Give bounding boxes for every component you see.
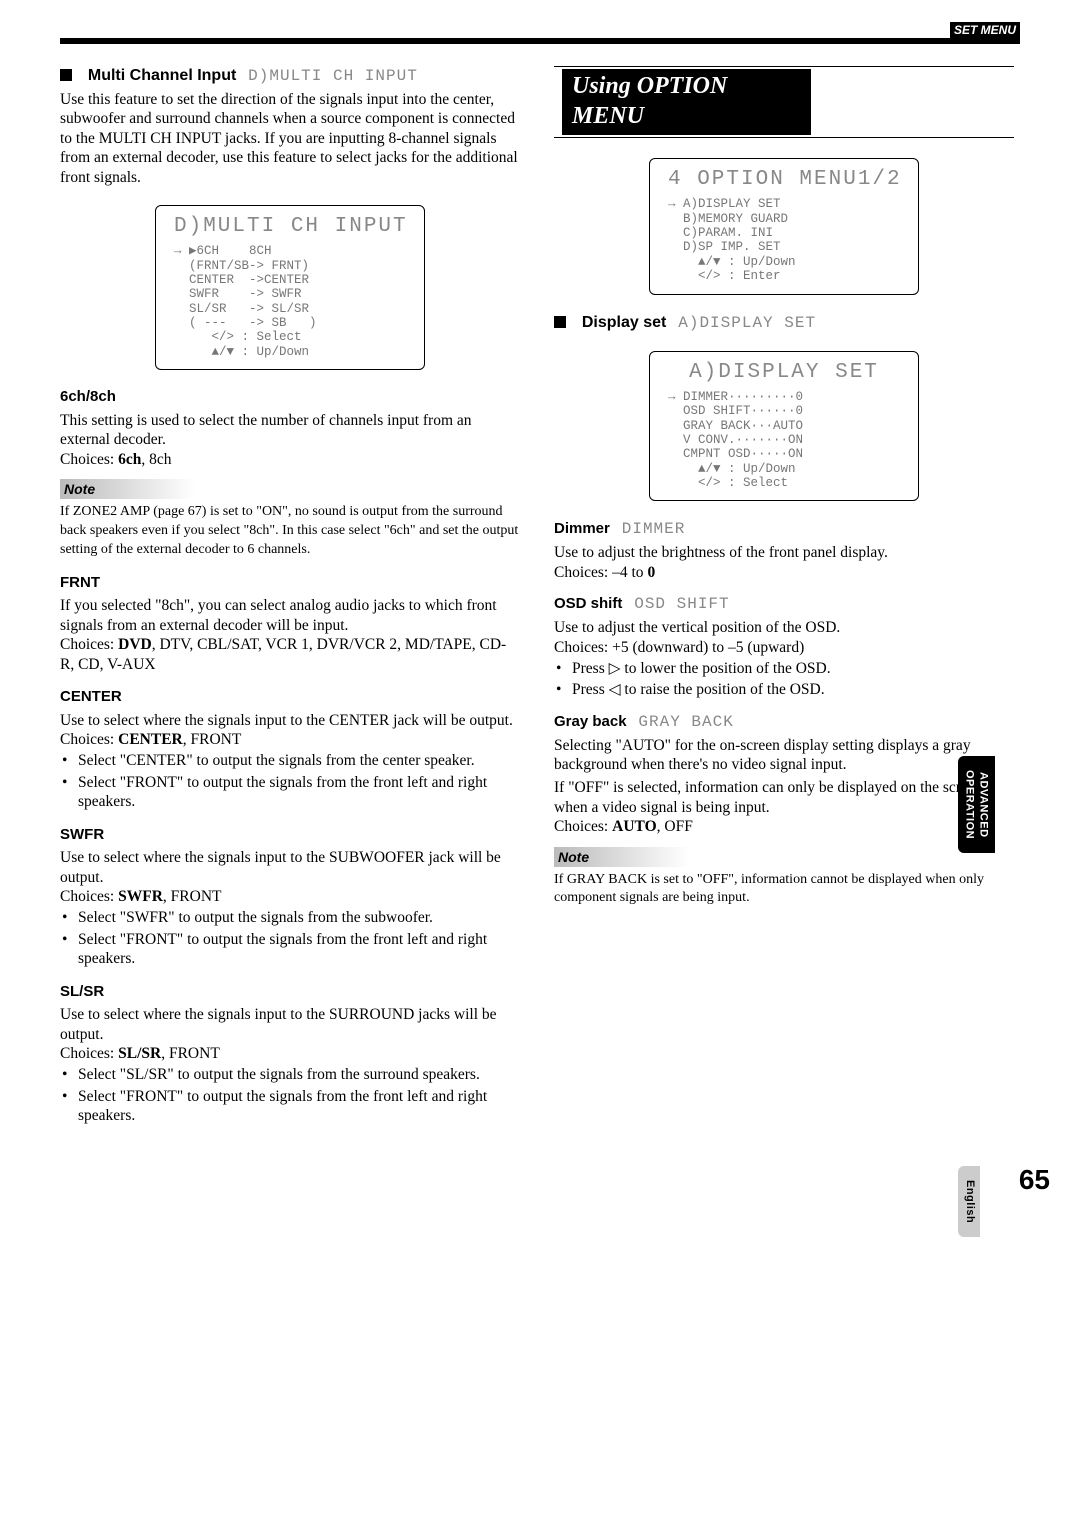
right-column: Using OPTION MENU 4 OPTION MENU1/2 → A)D… (554, 66, 1014, 1128)
6ch-choices-prefix: Choices: (60, 451, 118, 468)
top-divider: SET MENU (60, 38, 1020, 44)
note-text-1: If ZONE2 AMP (page 67) is set to "ON", n… (60, 503, 520, 560)
slsr-choices-bold: SL/SR (118, 1045, 161, 1062)
osdshift-osd: OSD SHIFT (634, 595, 729, 613)
center-choices-rest: , FRONT (183, 731, 242, 748)
grayback-body2: If "OFF" is selected, information can on… (554, 778, 1014, 817)
grayback-choices-bold: AUTO (612, 818, 657, 835)
lcd-display-body: → DIMMER·········0 OSD SHIFT······0 GRAY… (668, 390, 900, 491)
side-tabs: ADVANCED OPERATION (958, 756, 1014, 869)
6ch-choices-bold: 6ch (118, 451, 141, 468)
osdshift-b2: Press ◁ to raise the position of the OSD… (554, 680, 1014, 699)
6ch-body: This setting is used to select the numbe… (60, 411, 520, 450)
dimmer-body: Use to adjust the brightness of the fron… (554, 543, 1014, 562)
display-set-title: Display set (582, 314, 666, 331)
osdshift-choices: Choices: +5 (downward) to –5 (upward) (554, 638, 1014, 657)
center-choices-bold: CENTER (118, 731, 183, 748)
slsr-head: SL/SR (60, 983, 520, 1002)
dimmer-osd: DIMMER (622, 520, 686, 538)
6ch-head: 6ch/8ch (60, 388, 520, 407)
multi-intro: Use this feature to set the direction of… (60, 90, 520, 187)
note-tag-2: Note (554, 847, 689, 867)
grayback-head: Gray back (554, 713, 627, 730)
swfr-choices-bold: SWFR (118, 888, 163, 905)
page-number: 65 (60, 1162, 1050, 1197)
multi-channel-section: Multi Channel Input D)MULTI CH INPUT Use… (60, 66, 520, 370)
frnt-choices: Choices: DVD, DTV, CBL/SAT, VCR 1, DVR/V… (60, 635, 520, 674)
multi-title: Multi Channel Input (88, 67, 236, 84)
display-set-section: Display set A)DISPLAY SET (554, 313, 1014, 333)
grayback-choices-prefix: Choices: (554, 818, 612, 835)
swfr-b2: Select "FRONT" to output the signals fro… (60, 930, 520, 969)
grayback-body1: Selecting "AUTO" for the on-screen displ… (554, 736, 1014, 775)
slsr-b2: Select "FRONT" to output the signals fro… (60, 1087, 520, 1126)
lcd-display-title: A)DISPLAY SET (668, 360, 900, 386)
slsr-choices-prefix: Choices: (60, 1045, 118, 1062)
lcd-display: A)DISPLAY SET → DIMMER·········0 OSD SHI… (649, 351, 919, 502)
tab-english: English (958, 1166, 980, 1237)
tab-advanced-l2: OPERATION (963, 770, 975, 839)
osdshift-b1: Press ▷ to lower the position of the OSD… (554, 659, 1014, 678)
tab-advanced-l1: ADVANCED (978, 772, 990, 838)
frnt-head: FRNT (60, 574, 520, 593)
center-b1: Select "CENTER" to output the signals fr… (60, 751, 520, 770)
multi-osd: D)MULTI CH INPUT (248, 67, 418, 85)
slsr-choices: Choices: SL/SR, FRONT (60, 1044, 520, 1063)
option-menu-head-wrap: Using OPTION MENU (554, 66, 1014, 138)
swfr-choices: Choices: SWFR, FRONT (60, 887, 520, 906)
lcd-multi-title: D)MULTI CH INPUT (174, 214, 406, 240)
osdshift-bullets: Press ▷ to lower the position of the OSD… (554, 659, 1014, 700)
lcd-option: 4 OPTION MENU1/2 → A)DISPLAY SET B)MEMOR… (649, 158, 919, 295)
osdshift-body: Use to adjust the vertical position of t… (554, 618, 1014, 637)
square-bullet-icon (60, 69, 72, 81)
center-body: Use to select where the signals input to… (60, 711, 520, 730)
osdshift-head: OSD shift (554, 595, 622, 612)
dimmer-row: Dimmer DIMMER (554, 519, 1014, 539)
lcd-option-title: 4 OPTION MENU1/2 (668, 167, 900, 193)
note-tag-1: Note (60, 479, 195, 499)
square-bullet-icon (554, 316, 566, 328)
slsr-body: Use to select where the signals input to… (60, 1005, 520, 1044)
frnt-choices-bold: DVD (118, 636, 152, 653)
lcd-option-body: → A)DISPLAY SET B)MEMORY GUARD C)PARAM. … (668, 197, 900, 283)
grayback-choices-rest: , OFF (657, 818, 693, 835)
slsr-choices-rest: , FRONT (161, 1045, 220, 1062)
tab-advanced: ADVANCED OPERATION (958, 756, 995, 853)
osdshift-row: OSD shift OSD SHIFT (554, 594, 1014, 614)
center-head: CENTER (60, 688, 520, 707)
display-set-osd: A)DISPLAY SET (678, 314, 816, 332)
slsr-bullets: Select "SL/SR" to output the signals fro… (60, 1065, 520, 1125)
center-b2: Select "FRONT" to output the signals fro… (60, 773, 520, 812)
dimmer-choices: Choices: –4 to 0 (554, 563, 1014, 582)
grayback-choices: Choices: AUTO, OFF (554, 817, 1014, 836)
left-column: Multi Channel Input D)MULTI CH INPUT Use… (60, 66, 520, 1128)
option-menu-head: Using OPTION MENU (562, 69, 811, 135)
frnt-choices-prefix: Choices: (60, 636, 118, 653)
dimmer-head: Dimmer (554, 520, 610, 537)
swfr-body: Use to select where the signals input to… (60, 848, 520, 887)
note-text-2: If GRAY BACK is set to "OFF", informatio… (554, 871, 1014, 909)
dimmer-choices-prefix: Choices: –4 to (554, 564, 647, 581)
6ch-choices-rest: , 8ch (141, 451, 171, 468)
lcd-multi-body: → ▶6CH 8CH (FRNT/SB-> FRNT) CENTER ->CEN… (174, 244, 406, 359)
swfr-bullets: Select "SWFR" to output the signals from… (60, 908, 520, 968)
swfr-b1: Select "SWFR" to output the signals from… (60, 908, 520, 927)
grayback-row: Gray back GRAY BACK (554, 712, 1014, 732)
dimmer-choices-bold: 0 (647, 564, 655, 581)
swfr-choices-prefix: Choices: (60, 888, 118, 905)
side-tabs-2: English (958, 1166, 1014, 1253)
center-choices: Choices: CENTER, FRONT (60, 730, 520, 749)
slsr-b1: Select "SL/SR" to output the signals fro… (60, 1065, 520, 1084)
swfr-choices-rest: , FRONT (163, 888, 222, 905)
center-bullets: Select "CENTER" to output the signals fr… (60, 751, 520, 811)
lcd-multi: D)MULTI CH INPUT → ▶6CH 8CH (FRNT/SB-> F… (155, 205, 425, 370)
6ch-choices: Choices: 6ch, 8ch (60, 450, 520, 469)
frnt-body: If you selected "8ch", you can select an… (60, 596, 520, 635)
center-choices-prefix: Choices: (60, 731, 118, 748)
grayback-osd: GRAY BACK (638, 713, 733, 731)
header-tag: SET MENU (950, 22, 1020, 38)
swfr-head: SWFR (60, 826, 520, 845)
